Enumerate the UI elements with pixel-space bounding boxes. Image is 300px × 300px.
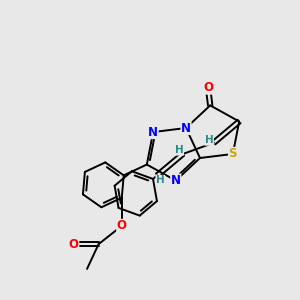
Text: N: N xyxy=(181,122,191,134)
Text: N: N xyxy=(171,174,181,187)
Text: H: H xyxy=(156,175,165,185)
Text: N: N xyxy=(148,125,158,139)
Text: O: O xyxy=(203,81,213,94)
Text: H: H xyxy=(175,145,184,155)
Text: O: O xyxy=(117,219,127,232)
Text: H: H xyxy=(205,135,213,145)
Text: O: O xyxy=(69,238,79,250)
Text: S: S xyxy=(229,148,237,160)
